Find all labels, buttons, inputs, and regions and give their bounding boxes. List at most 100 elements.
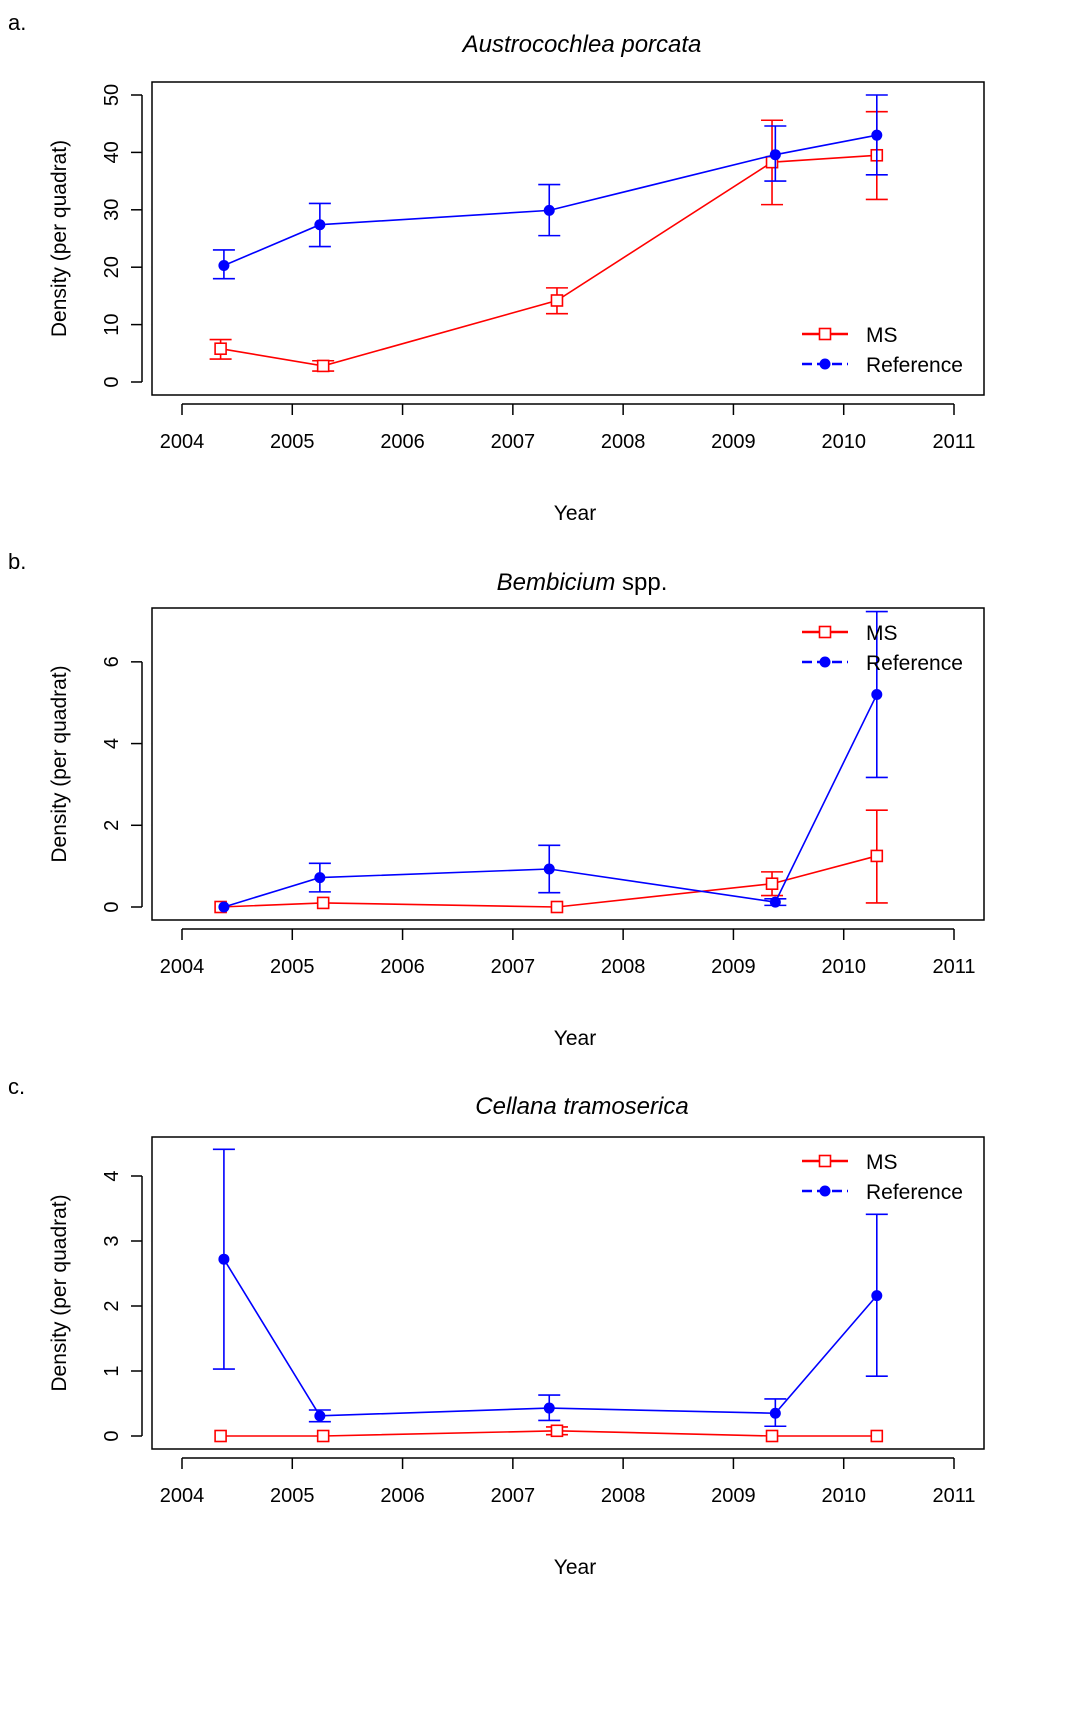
y-tick-label: 0 xyxy=(101,901,123,912)
x-tick-label: 2006 xyxy=(380,956,425,978)
x-tick-label: 2010 xyxy=(821,1485,866,1507)
x-tick-label: 2011 xyxy=(932,431,975,453)
data-point-reference xyxy=(871,1290,883,1302)
data-point-reference xyxy=(543,204,555,216)
series-ms xyxy=(214,1424,884,1443)
chart-title: Bembicium spp. xyxy=(497,569,668,596)
y-tick-label: 20 xyxy=(101,256,123,278)
series-ms xyxy=(214,809,888,914)
x-tick-label: 2007 xyxy=(491,956,536,978)
chart-title-suffix: spp. xyxy=(615,569,667,596)
legend-label: Reference xyxy=(866,652,963,675)
x-axis-label: Year xyxy=(554,1027,596,1050)
chart-title-text: Austrocochlea porcata xyxy=(461,31,702,58)
x-tick-label: 2011 xyxy=(932,1485,975,1507)
series-line xyxy=(223,1258,878,1417)
legend-label: MS xyxy=(866,622,898,645)
data-point-ms xyxy=(870,849,884,863)
legend-label: MS xyxy=(866,324,898,347)
series-reference xyxy=(218,610,888,913)
x-tick-label: 2007 xyxy=(491,431,536,453)
x-tick-label: 2009 xyxy=(711,956,756,978)
x-tick-label: 2007 xyxy=(491,1485,536,1507)
y-tick-label: 0 xyxy=(101,376,123,387)
x-tick-label: 2004 xyxy=(160,956,205,978)
y-tick-label: 2 xyxy=(101,1300,123,1311)
x-tick-label: 2004 xyxy=(160,431,205,453)
x-tick-label: 2005 xyxy=(270,1485,315,1507)
legend-marker-reference xyxy=(819,1185,831,1197)
legend-marker-reference xyxy=(819,656,831,668)
chart-panel-c: c. Cellana tramoserica 2004 2005 2006 2007 200… xyxy=(8,1074,985,1579)
data-point-reference xyxy=(218,1253,230,1265)
x-tick-label: 2011 xyxy=(932,956,975,978)
chart-panel-a: a. Austrocochlea porcata 2004 2005 2006 2007 2… xyxy=(8,10,985,525)
y-axis-label: Density (per quadrat) xyxy=(48,140,71,337)
data-point-reference xyxy=(218,259,230,271)
chart-title-text: Bembicium xyxy=(497,569,616,596)
legend-marker-reference xyxy=(819,358,831,370)
legend: MS Reference xyxy=(802,324,963,377)
y-tick-label: 40 xyxy=(101,141,123,163)
x-tick-label: 2008 xyxy=(601,956,646,978)
data-point-ms xyxy=(765,877,779,891)
data-point-reference xyxy=(769,1407,781,1419)
data-point-ms xyxy=(550,294,564,307)
x-tick-label: 2004 xyxy=(160,1485,205,1507)
y-tick-label: 0 xyxy=(101,1430,123,1441)
y-tick-label: 2 xyxy=(101,820,123,831)
x-tick-label: 2010 xyxy=(821,956,866,978)
data-point-reference xyxy=(218,901,230,913)
data-point-ms xyxy=(316,1429,330,1443)
data-point-reference xyxy=(314,1410,326,1422)
data-point-reference xyxy=(543,1402,555,1414)
legend-marker-ms xyxy=(818,625,832,639)
y-tick-label: 4 xyxy=(101,738,123,749)
chart-title-text: Cellana tramoserica xyxy=(475,1093,688,1120)
chart-title: Cellana tramoserica xyxy=(475,1093,688,1120)
x-tick-label: 2006 xyxy=(380,1485,425,1507)
x-tick-label: 2010 xyxy=(821,431,866,453)
data-point-reference xyxy=(769,149,781,161)
data-point-reference xyxy=(314,219,326,231)
series-reference xyxy=(212,94,888,280)
x-axis-label: Year xyxy=(554,1556,596,1579)
chart-title: Austrocochlea porcata xyxy=(461,31,702,58)
legend-marker-ms xyxy=(818,1154,832,1168)
data-point-reference xyxy=(543,863,555,875)
y-tick-label: 30 xyxy=(101,199,123,221)
x-tick-label: 2009 xyxy=(711,1485,756,1507)
y-tick-label: 6 xyxy=(101,656,123,667)
data-point-reference xyxy=(871,689,883,701)
x-tick-label: 2008 xyxy=(601,1485,646,1507)
legend: MS Reference xyxy=(802,622,963,675)
x-tick-label: 2008 xyxy=(601,431,646,453)
data-point-ms xyxy=(214,342,227,356)
data-point-ms xyxy=(870,1429,884,1443)
plot-frame xyxy=(151,607,985,921)
x-tick-label: 2005 xyxy=(270,956,315,978)
y-tick-label: 3 xyxy=(101,1235,123,1246)
data-point-ms xyxy=(765,1429,779,1443)
y-tick-label: 1 xyxy=(101,1365,123,1376)
y-tick-label: 50 xyxy=(101,84,123,106)
x-tick-label: 2005 xyxy=(270,431,315,453)
x-tick-label: 2009 xyxy=(711,431,756,453)
panel-label: b. xyxy=(8,549,26,574)
y-tick-label: 10 xyxy=(101,313,123,335)
data-point-reference xyxy=(769,896,781,908)
series-ms xyxy=(209,110,888,373)
x-axis-label: Year xyxy=(554,502,596,525)
data-point-ms xyxy=(214,1429,227,1443)
y-tick-label: 4 xyxy=(101,1170,123,1181)
legend-marker-ms xyxy=(818,327,832,341)
panel-label: c. xyxy=(8,1074,25,1099)
legend-label: Reference xyxy=(866,354,963,377)
legend-label: Reference xyxy=(866,1181,963,1204)
x-tick-label: 2006 xyxy=(380,431,425,453)
panel-label: a. xyxy=(8,10,26,35)
y-axis-label: Density (per quadrat) xyxy=(48,665,71,862)
data-point-reference xyxy=(314,872,326,884)
chart-panel-b: b. Bembicium spp. 2004 2005 2006 2007 2008 2009… xyxy=(8,549,985,1050)
plot-frame xyxy=(151,81,985,396)
